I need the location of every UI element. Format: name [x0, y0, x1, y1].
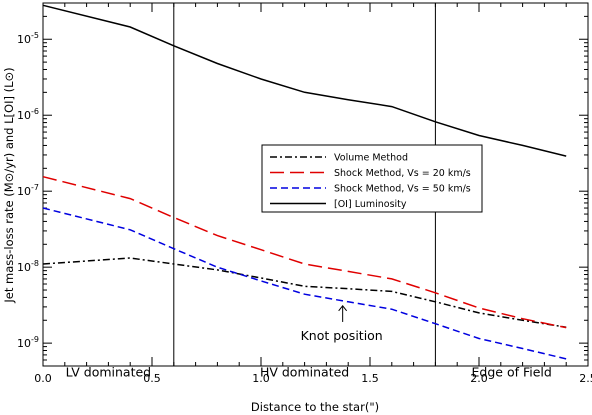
series-line-3	[42, 207, 567, 360]
legend-box	[261, 144, 483, 213]
y-tick-label: 10-9	[17, 335, 39, 350]
series-line-4	[42, 4, 567, 157]
knot-arrow-head	[338, 305, 348, 312]
y-axis-title: Jet mass-loss rate (M⊙/yr) and L[OI] (L⊙…	[2, 67, 16, 303]
series-line-2	[42, 175, 567, 329]
annotations: Knot position LV dominated HV dominated Edg…	[66, 305, 552, 380]
y-tick-label: 10-6	[17, 107, 39, 122]
annotation-label: LV dominated	[66, 365, 151, 380]
x-tick-label: 1.5	[361, 372, 379, 385]
annotation-label: Knot position	[301, 328, 383, 343]
y-tick-label: 10-8	[17, 259, 39, 274]
series-lines	[42, 4, 567, 360]
y-tick-label: 10-5	[17, 31, 39, 46]
x-tick-label: 2.0	[470, 372, 488, 385]
annotation-label: Edge of Field	[472, 365, 552, 380]
x-tick-label: 1.0	[252, 372, 270, 385]
y-tick-label: 10-7	[17, 183, 39, 198]
legend: Volume Method Shock Method, Vs = 20 km/s S…	[261, 144, 483, 213]
x-tick-label: 0.0	[34, 372, 52, 385]
series-line-1	[42, 257, 567, 328]
legend-entry-4: [OI] Luminosity	[334, 199, 407, 210]
legend-entry-3: Shock Method, Vs = 50 km/s	[334, 184, 471, 195]
axis-ticks: 0.0 0.5 1.0 1.5 2.0 2.5 10-9 10-8 10-7 10-6 10-5	[17, 3, 592, 385]
legend-entry-1: Volume Method	[334, 153, 408, 164]
annotation-label: HV dominated	[260, 365, 349, 380]
x-tick-label: 2.5	[579, 372, 592, 385]
legend-entry-2: Shock Method, Vs = 20 km/s	[334, 168, 471, 179]
x-axis-title: Distance to the star(")	[251, 400, 379, 414]
plot-frame	[42, 2, 589, 367]
x-tick-label: 0.5	[143, 372, 161, 385]
